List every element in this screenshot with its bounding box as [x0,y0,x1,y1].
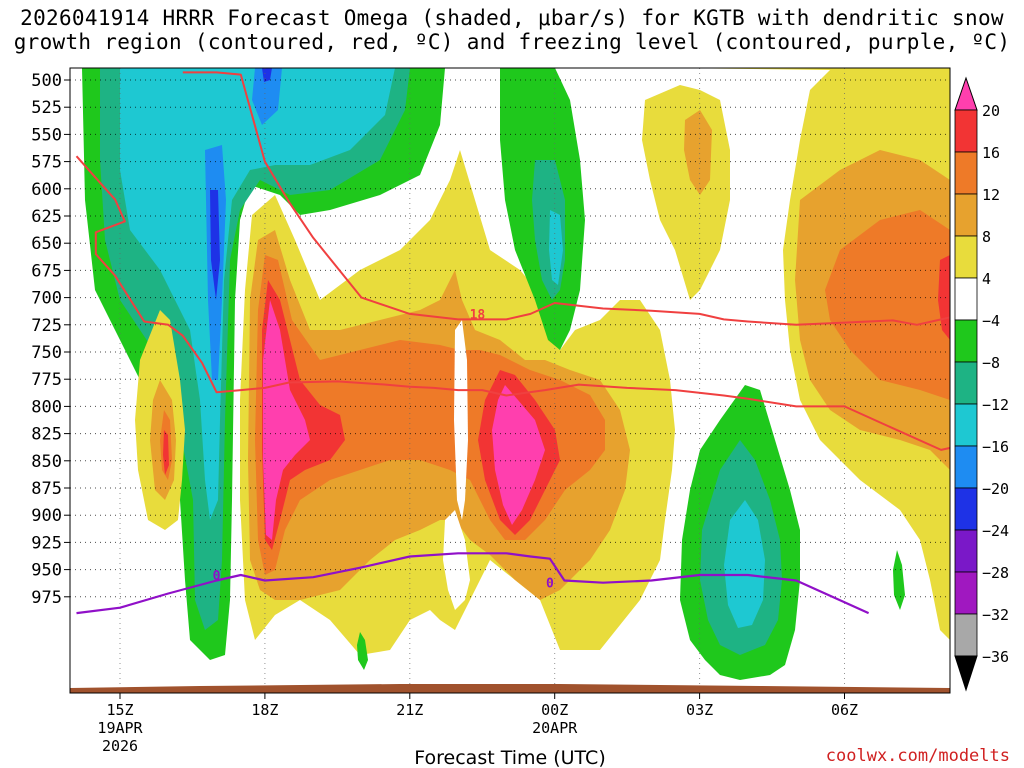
colorbar-bottom-arrow [954,655,978,692]
y-tick-label: 700 [31,289,62,309]
colorbar-swatch [954,529,978,573]
contour-label: 0 [546,577,554,592]
y-tick-label: 875 [31,479,62,499]
colorbar-label: −24 [982,522,1009,540]
contour-label: 0 [213,569,221,584]
omega-region-orange-right [825,210,950,400]
x-tick-label: 21Z [396,701,423,719]
colorbar-swatch [954,403,978,447]
colorbar-label: −28 [982,564,1009,582]
colorbar-swatch [954,613,978,657]
x-tick-label: 03Z [686,701,713,719]
colorbar-label: 20 [982,102,1000,120]
colorbar-label: −12 [982,396,1009,414]
plot-area [70,68,950,693]
chart-title: 2026041914 HRRR Forecast Omega (shaded, … [0,6,1024,54]
y-tick-label: 725 [31,316,62,336]
omega-region-lightblue-mid [549,210,563,285]
colorbar-swatch [954,361,978,405]
x-tick-year: 2026 [102,737,138,755]
colorbar-label: −36 [982,648,1009,666]
colorbar-label: −16 [982,438,1009,456]
terrain-strip [70,684,950,693]
colorbar-label: 16 [982,144,1000,162]
colorbar-label: −4 [982,312,1000,330]
y-tick-label: 900 [31,506,62,526]
y-tick-label: 625 [31,207,62,227]
colorbar-label: −8 [982,354,1000,372]
colorbar-swatch [954,319,978,363]
colorbar-label: 12 [982,186,1000,204]
title-line-1: 2026041914 HRRR Forecast Omega (shaded, … [20,6,1004,30]
omega-region-darkblue-upper [210,68,272,300]
colorbar-swatch [954,235,978,279]
omega-gap-b [443,510,470,610]
contour-lines [75,71,950,615]
colorbar-label: −20 [982,480,1009,498]
contour-freezing_level_0C [76,552,870,615]
x-tick-date: 20APR [532,719,578,737]
y-tick-label: 950 [31,561,62,581]
colorbar-swatch [954,487,978,531]
y-tick-label: 675 [31,261,62,281]
y-tick-label: 575 [31,153,62,173]
omega-region-magenta-a [263,300,310,540]
y-tick-label: 925 [31,533,62,553]
x-tick-label: 06Z [831,701,858,719]
colorbar-swatch [954,151,978,195]
y-tick-label: 800 [31,397,62,417]
omega-region-green-blob-a [357,632,368,670]
contour-label: 18 [470,308,486,323]
colorbar-label: −32 [982,606,1009,624]
contour-dendritic_-12C_line [182,71,950,326]
x-tick-label: 00Z [541,701,568,719]
colorbar: 20 16 12 8 4 −4 −8 −12 −16 −20 −24 −28 −32 −36 [954,76,1009,692]
colorbar-label: 4 [982,270,991,288]
colorbar-swatch [954,445,978,489]
y-tick-label: 775 [31,370,62,390]
colorbar-swatch [954,277,978,321]
colorbar-top-arrow [954,76,978,111]
colorbar-swatch [954,109,978,153]
title-line-2: growth region (contoured, red, ºC) and f… [13,30,1011,54]
grid [70,68,950,693]
omega-region-lightblue-upper [120,68,395,520]
colorbar-label: 8 [982,228,991,246]
contour-dendritic_-18C_line [75,155,950,451]
colorbar-swatch [954,571,978,615]
credit-link[interactable]: coolwx.com/modelts [825,746,1010,766]
omega-region-red-c [163,430,169,475]
omega-region-blue-upper [205,68,282,380]
omega-gap-a [454,320,468,520]
y-tick-label: 975 [31,588,62,608]
y-tick-label: 525 [31,98,62,118]
y-tick-label: 750 [31,343,62,363]
y-tick-label: 550 [31,125,62,145]
y-tick-label: 825 [31,425,62,445]
y-axis: 500 525 550 575 600 625 650 675 700 725 750 775 800 8… [31,71,70,608]
x-axis-title: Forecast Time (UTC) [414,747,605,768]
colorbar-swatch [954,193,978,237]
omega-region-lightblue-lower [724,500,765,628]
omega-region-green-blob-b [893,550,905,610]
x-tick-label: 15Z [106,701,133,719]
y-tick-label: 600 [31,180,62,200]
x-tick-date: 19APR [97,719,143,737]
omega-region-magenta-b [492,385,545,525]
plot-frame [69,67,951,694]
x-tick-label: 18Z [251,701,278,719]
y-tick-label: 650 [31,234,62,254]
y-tick-label: 850 [31,452,62,472]
y-tick-label: 500 [31,71,62,91]
